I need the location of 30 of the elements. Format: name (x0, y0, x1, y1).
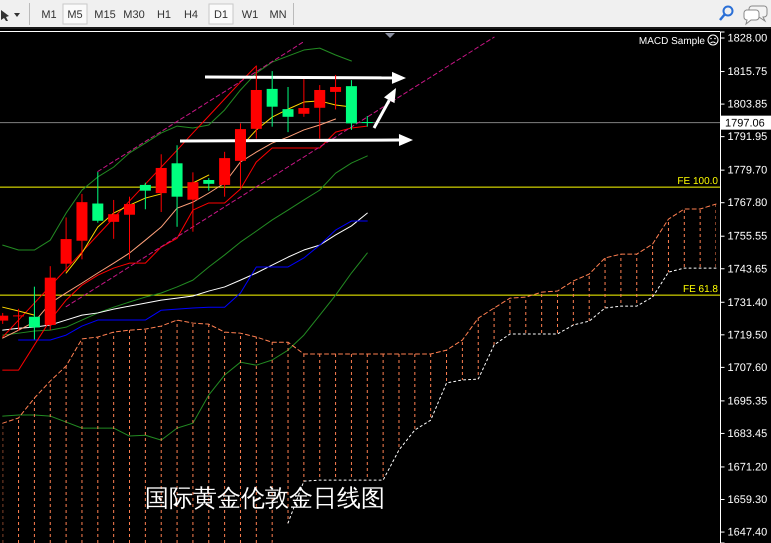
y-tick-label: 1791.95 (728, 131, 768, 144)
y-tick-label: 1647.40 (728, 526, 768, 539)
text: H1 (156, 9, 172, 21)
y-tick-label: 1719.50 (728, 329, 768, 342)
y-tick-label: 1828.00 (728, 32, 768, 45)
text: 国际黄金伦敦金日线图 (145, 484, 385, 512)
y-tick-label: 1707.60 (728, 362, 768, 374)
y-tick-label: 1815.75 (728, 66, 768, 78)
y-tick-label: 1803.85 (728, 98, 768, 111)
text: W1 (242, 9, 258, 21)
y-tick-label: 1659.30 (728, 494, 768, 506)
text: MN (269, 9, 287, 21)
text: M1 (41, 9, 57, 21)
ref-line-label: FE 61.8 (682, 284, 718, 296)
y-tick-label: 1695.35 (728, 395, 768, 408)
annotation: MACD Sample (638, 36, 706, 47)
text: M15 (94, 9, 116, 21)
y-tick-label: 1683.45 (728, 428, 768, 440)
ref-line-label: 1797.06 (725, 118, 765, 130)
y-tick-label: 1767.80 (728, 197, 768, 210)
y-tick-label: 1743.65 (728, 263, 768, 276)
y-tick-label: 1671.20 (728, 461, 768, 474)
y-tick-label: 1779.70 (728, 164, 768, 177)
text: M5 (67, 9, 83, 21)
text: M30 (123, 9, 145, 21)
y-tick-label: 1755.55 (728, 230, 768, 243)
y-tick-label: 1731.40 (728, 296, 768, 309)
text: H4 (184, 9, 198, 21)
text: D1 (214, 9, 228, 21)
ref-line-label: FE 100.0 (677, 176, 718, 188)
